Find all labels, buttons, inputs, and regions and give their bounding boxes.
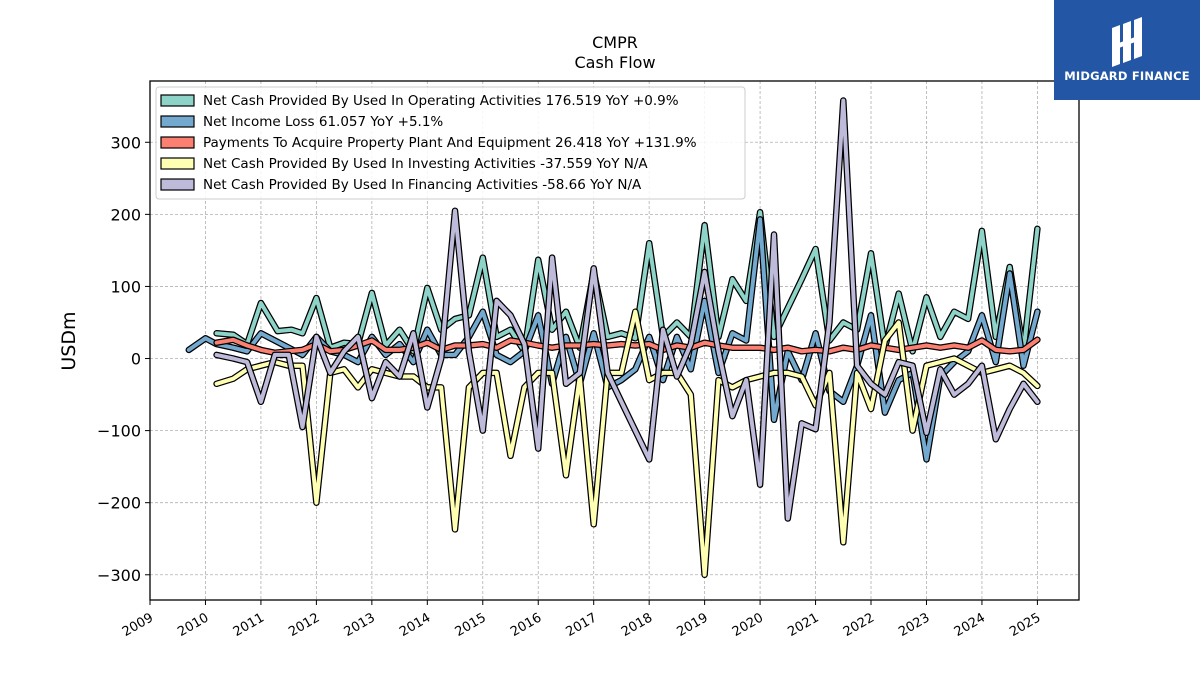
y-tick-label: 200 xyxy=(110,205,141,224)
legend-swatch xyxy=(160,157,195,170)
brand-logo: MIDGARD FINANCE xyxy=(1054,0,1200,100)
y-tick-label: −200 xyxy=(97,494,141,513)
y-axis-label: USDm xyxy=(58,311,80,370)
x-tick-label: 2018 xyxy=(619,610,655,640)
legend-label: Net Cash Provided By Used In Operating A… xyxy=(203,93,679,109)
y-tick-label: −100 xyxy=(97,422,141,441)
y-tick-label: 100 xyxy=(110,277,141,296)
x-tick-label: 2019 xyxy=(674,610,710,640)
x-tick-label: 2020 xyxy=(730,610,766,640)
legend-box xyxy=(155,86,746,200)
series-line-3 xyxy=(214,309,1040,577)
chart-subtitle: Cash Flow xyxy=(574,53,655,72)
series-line-4 xyxy=(214,98,1040,521)
y-axis: −300 −200 −100 0 100 200 300 xyxy=(97,133,150,585)
x-tick-label: 2017 xyxy=(564,610,600,640)
legend-swatch xyxy=(160,178,195,191)
x-tick-label: 2010 xyxy=(175,610,211,640)
series-outline-0 xyxy=(213,208,1041,355)
x-tick-label: 2016 xyxy=(508,610,544,640)
y-tick-label: 300 xyxy=(110,133,141,152)
legend-label: Net Cash Provided By Used In Investing A… xyxy=(203,156,648,172)
x-tick-label: 2024 xyxy=(952,610,988,640)
x-tick-label: 2012 xyxy=(286,610,322,640)
legend-swatch xyxy=(160,136,195,149)
brand-logo-mark-icon xyxy=(1112,17,1142,67)
x-tick-label: 2013 xyxy=(342,610,378,640)
y-tick-label: −300 xyxy=(97,566,141,585)
legend-label: Net Cash Provided By Used In Financing A… xyxy=(203,177,642,193)
legend: Net Cash Provided By Used In Operating A… xyxy=(155,86,746,200)
y-tick-label: 0 xyxy=(131,350,141,369)
series-line-0 xyxy=(214,210,1040,354)
legend-label: Net Income Loss 61.057 YoY +5.1% xyxy=(203,114,443,130)
legend-swatch xyxy=(160,94,195,107)
x-tick-label: 2022 xyxy=(841,610,877,640)
x-tick-label: 2021 xyxy=(785,610,821,640)
legend-swatch xyxy=(160,115,195,128)
series-layer xyxy=(185,97,1041,579)
x-tick-label: 2014 xyxy=(397,610,433,640)
legend-label: Payments To Acquire Property Plant And E… xyxy=(203,135,697,151)
x-tick-label: 2023 xyxy=(896,610,932,640)
chart-title: CMPR xyxy=(592,33,638,52)
brand-name: MIDGARD FINANCE xyxy=(1064,69,1190,83)
x-tick-label: 2009 xyxy=(120,610,156,640)
x-tick-label: 2011 xyxy=(231,610,267,640)
x-tick-label: 2025 xyxy=(1007,610,1043,640)
x-axis: 2009 2010 2011 2012 2013 2014 2015 2016 2017 2018… xyxy=(120,600,1043,640)
x-tick-label: 2015 xyxy=(453,610,489,640)
plot-frame xyxy=(149,80,1080,601)
